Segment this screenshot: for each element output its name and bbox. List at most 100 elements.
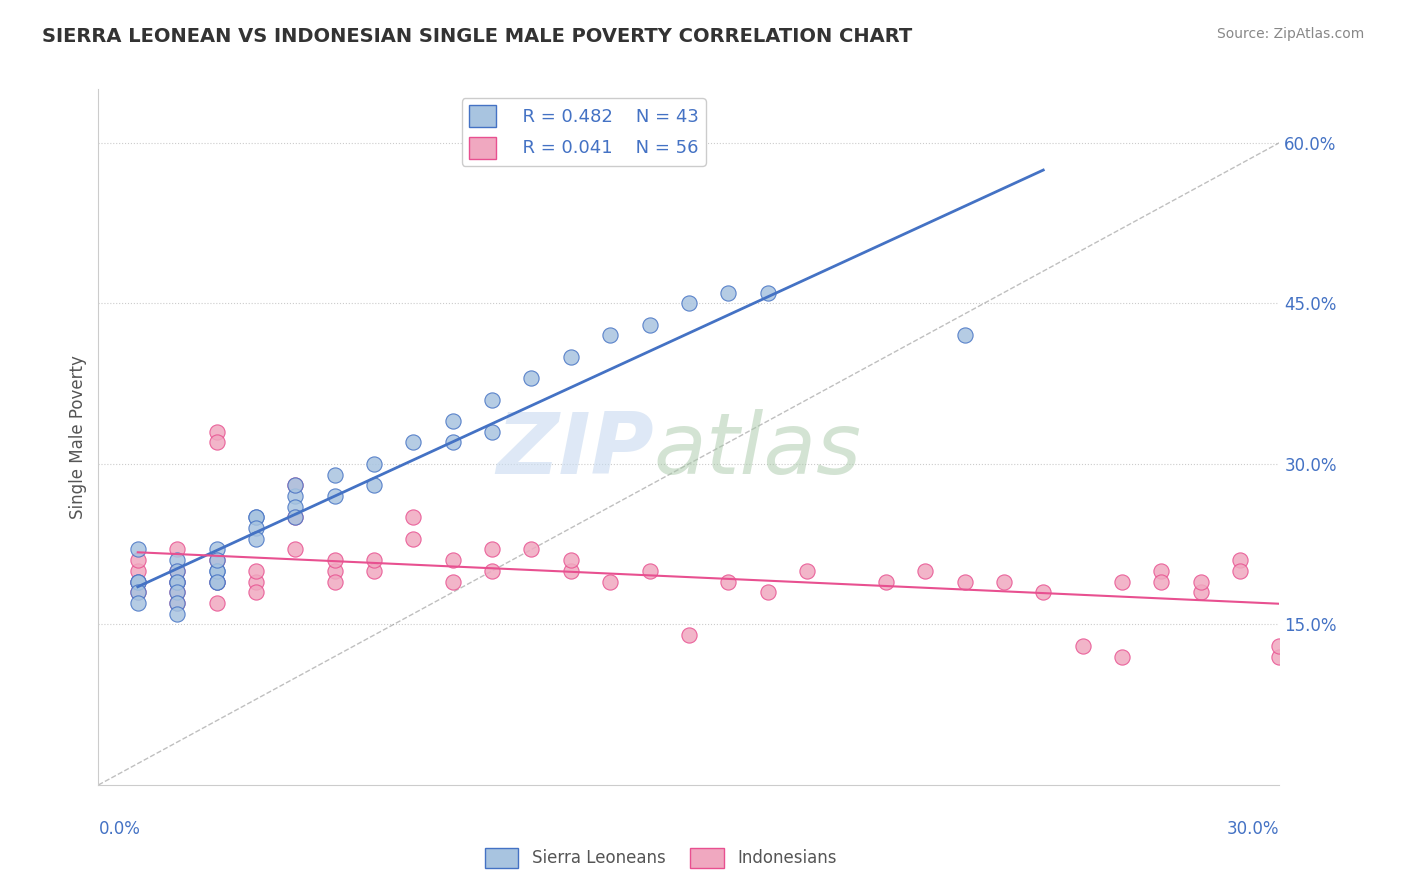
Point (1268, 639, 1291, 653)
Point (127, 564, 149, 578)
Point (441, 435, 464, 450)
Point (245, 564, 267, 578)
Point (166, 564, 188, 578)
Point (205, 435, 228, 450)
Point (1071, 639, 1094, 653)
Point (756, 585, 779, 599)
Point (127, 596, 149, 610)
Point (205, 574, 228, 589)
Point (481, 564, 503, 578)
Point (127, 542, 149, 557)
Point (166, 553, 188, 567)
Point (638, 564, 661, 578)
Point (599, 328, 621, 343)
Point (875, 574, 897, 589)
Point (127, 585, 149, 599)
Point (205, 596, 228, 610)
Point (284, 478, 307, 492)
Point (166, 585, 188, 599)
Text: 0.0%: 0.0% (98, 820, 141, 838)
Point (166, 564, 188, 578)
Point (363, 553, 385, 567)
Point (323, 467, 346, 482)
Point (993, 574, 1015, 589)
Point (402, 510, 425, 524)
Point (441, 574, 464, 589)
Point (363, 564, 385, 578)
Point (166, 542, 188, 557)
Point (481, 392, 503, 407)
Point (245, 510, 267, 524)
Point (402, 435, 425, 450)
Point (284, 542, 307, 557)
Y-axis label: Single Male Poverty: Single Male Poverty (69, 355, 87, 519)
Point (1189, 585, 1212, 599)
Point (205, 564, 228, 578)
Point (1229, 553, 1251, 567)
Point (756, 285, 779, 300)
Point (1229, 564, 1251, 578)
Point (205, 564, 228, 578)
Point (1032, 585, 1054, 599)
Point (1111, 574, 1133, 589)
Point (520, 371, 543, 385)
Point (166, 607, 188, 621)
Point (717, 574, 740, 589)
Point (717, 285, 740, 300)
Text: 30.0%: 30.0% (1227, 820, 1279, 838)
Point (323, 489, 346, 503)
Point (1189, 574, 1212, 589)
Point (481, 542, 503, 557)
Point (166, 596, 188, 610)
Point (560, 350, 582, 364)
Point (205, 574, 228, 589)
Point (678, 296, 700, 310)
Text: atlas: atlas (654, 409, 862, 492)
Point (245, 510, 267, 524)
Text: Source: ZipAtlas.com: Source: ZipAtlas.com (1216, 27, 1364, 41)
Point (166, 574, 188, 589)
Point (205, 553, 228, 567)
Point (796, 564, 818, 578)
Point (363, 457, 385, 471)
Point (481, 425, 503, 439)
Point (166, 596, 188, 610)
Point (599, 574, 621, 589)
Point (245, 585, 267, 599)
Point (914, 564, 936, 578)
Legend: Sierra Leoneans, Indonesians: Sierra Leoneans, Indonesians (478, 841, 844, 875)
Point (284, 510, 307, 524)
Point (402, 532, 425, 546)
Point (245, 521, 267, 535)
Point (245, 532, 267, 546)
Point (323, 553, 346, 567)
Point (953, 574, 976, 589)
Point (205, 425, 228, 439)
Point (284, 510, 307, 524)
Point (1111, 649, 1133, 664)
Point (245, 574, 267, 589)
Point (127, 553, 149, 567)
Point (166, 574, 188, 589)
Point (520, 542, 543, 557)
Point (127, 574, 149, 589)
Text: ZIP: ZIP (496, 409, 654, 492)
Point (1268, 649, 1291, 664)
Point (284, 478, 307, 492)
Point (284, 489, 307, 503)
Point (1150, 574, 1173, 589)
Point (166, 574, 188, 589)
Legend:   R = 0.482    N = 43,   R = 0.041    N = 56: R = 0.482 N = 43, R = 0.041 N = 56 (461, 98, 706, 166)
Point (127, 574, 149, 589)
Point (678, 628, 700, 642)
Point (205, 574, 228, 589)
Point (127, 574, 149, 589)
Point (205, 553, 228, 567)
Point (560, 553, 582, 567)
Point (127, 585, 149, 599)
Point (1150, 564, 1173, 578)
Point (284, 500, 307, 514)
Text: SIERRA LEONEAN VS INDONESIAN SINGLE MALE POVERTY CORRELATION CHART: SIERRA LEONEAN VS INDONESIAN SINGLE MALE… (42, 27, 912, 45)
Point (323, 564, 346, 578)
Point (560, 564, 582, 578)
